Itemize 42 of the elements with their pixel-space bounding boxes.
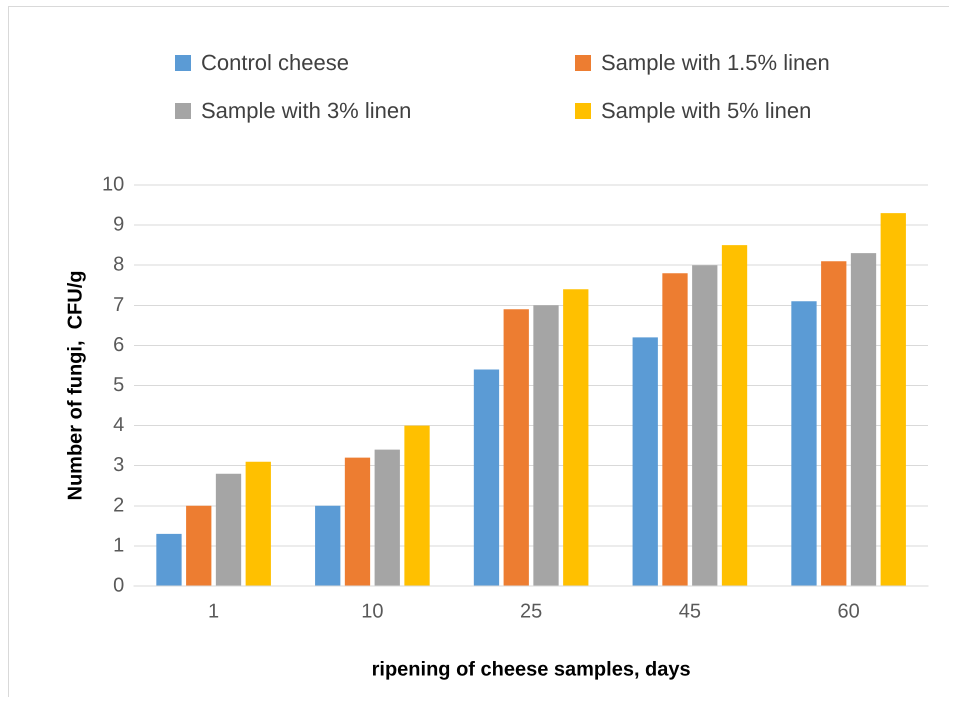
bar	[850, 253, 876, 586]
x-tick-label: 25	[520, 600, 542, 623]
bar	[315, 506, 340, 586]
x-tick-label: 10	[361, 600, 384, 623]
bar	[504, 309, 529, 586]
x-axis-title: ripening of cheese samples, days	[372, 658, 691, 681]
bar	[186, 506, 212, 586]
x-tick-label: 45	[678, 600, 701, 623]
bar	[404, 426, 430, 586]
bar	[374, 450, 400, 586]
x-tick-label: 1	[208, 600, 220, 623]
legend-label: Sample with 1.5% linen	[601, 50, 830, 76]
y-tick-label: 3	[113, 454, 124, 476]
y-tick-label: 0	[113, 574, 124, 597]
bar	[662, 273, 688, 586]
bar	[246, 462, 271, 586]
bar	[632, 337, 658, 586]
bar	[344, 458, 370, 586]
bar	[474, 369, 500, 586]
y-tick-label: 10	[102, 174, 124, 196]
y-axis-title: Number of fungi, CFU/g	[64, 270, 87, 500]
y-tick-label: 5	[113, 374, 124, 396]
y-tick-label: 6	[113, 334, 124, 356]
bar	[156, 534, 182, 586]
bar	[722, 245, 748, 586]
x-tick-label: 60	[838, 600, 860, 623]
legend-label: Sample with 3% linen	[201, 98, 412, 124]
bar	[563, 289, 588, 586]
y-tick-label: 4	[113, 414, 124, 436]
y-tick-label: 9	[113, 214, 124, 236]
bar	[791, 301, 817, 586]
bar	[692, 265, 718, 586]
bar	[821, 261, 846, 586]
legend-label: Sample with 5% linen	[601, 98, 812, 124]
y-tick-label: 7	[113, 294, 124, 316]
y-tick-label: 1	[113, 534, 124, 556]
y-tick-label: 8	[113, 254, 124, 276]
y-tick-label: 2	[113, 494, 124, 516]
bar	[533, 305, 559, 586]
bar	[880, 213, 906, 586]
bar	[216, 474, 242, 586]
legend-label: Control cheese	[201, 50, 349, 76]
